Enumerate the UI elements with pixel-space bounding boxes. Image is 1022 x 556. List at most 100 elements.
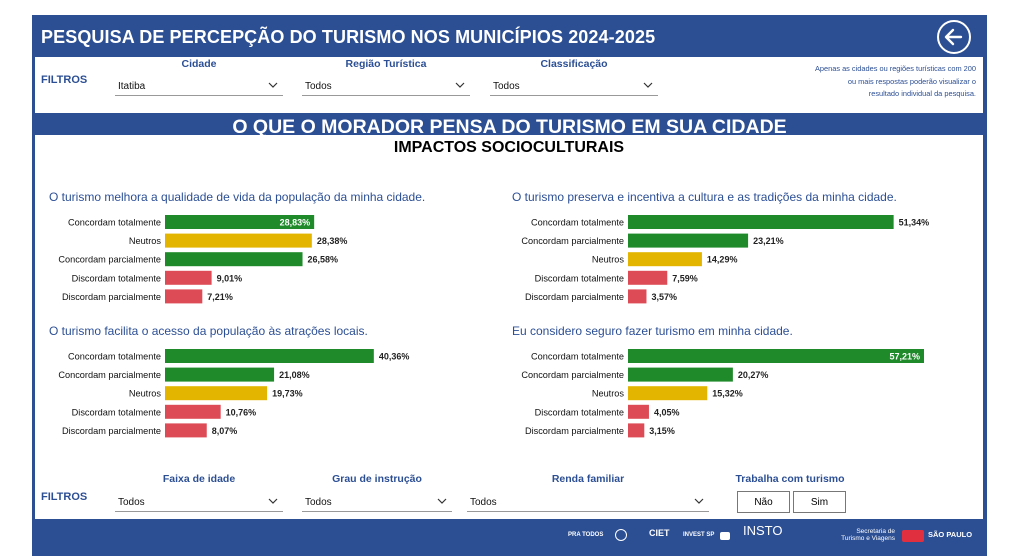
dashboard-frame: PESQUISA DE PERCEPÇÃO DO TURISMO NOS MUN… (32, 15, 987, 556)
trabalha-nao-button[interactable]: Não (737, 491, 790, 513)
data-label: 23,21% (753, 236, 784, 246)
charts-panel: IMPACTOS SOCIOCULTURAIS O turismo melhor… (35, 135, 983, 519)
bar-chart: Concordam totalmente 57,21% Concordam parc… (521, 349, 924, 438)
grau-caption: Grau de instrução (332, 473, 422, 485)
chart-cultura: O turismo preserva e incentiva a cultura… (512, 190, 952, 320)
cidade-value: Itatiba (118, 81, 146, 92)
data-label: 3,15% (649, 426, 675, 436)
note-line: resultado individual da pesquisa. (868, 89, 976, 98)
cidade-caption: Cidade (181, 58, 217, 70)
category-label: Discordam parcialmente (62, 426, 161, 436)
cidade-dropdown[interactable]: Itatiba (115, 77, 283, 96)
regiao-caption: Região Turística (345, 58, 427, 70)
category-label: Discordam parcialmente (62, 292, 161, 302)
section-title: IMPACTOS SOCIOCULTURAIS (393, 139, 625, 156)
data-label: 9,01% (217, 273, 243, 283)
data-label: 28,38% (317, 236, 348, 246)
chevron-down-icon (268, 498, 278, 504)
page-title: PESQUISA DE PERCEPÇÃO DO TURISMO NOS MUN… (41, 27, 656, 47)
chevron-down-icon (437, 498, 447, 504)
filters-label: FILTROS (41, 491, 88, 503)
category-label: Concordam totalmente (531, 218, 624, 228)
bar[interactable] (165, 270, 212, 285)
bar[interactable] (165, 367, 275, 382)
bar[interactable] (628, 367, 733, 382)
data-label: 28,83% (280, 218, 311, 228)
bar[interactable] (628, 233, 749, 248)
pra-todos-logo: PRA TODOS (568, 532, 604, 538)
classificacao-value: Todos (493, 81, 520, 92)
back-button[interactable] (937, 20, 971, 54)
chart-seguranca: Eu considero seguro fazer turismo em min… (512, 324, 952, 454)
note-line: ou mais respostas poderão visualizar o (847, 76, 976, 86)
ciet-logo: CIET (649, 528, 670, 538)
category-label: Discordam totalmente (535, 273, 624, 283)
renda-dropdown[interactable]: Todos (467, 493, 709, 512)
chart-acesso-atracoes: O turismo facilita o acesso da população… (49, 324, 489, 454)
regiao-value: Todos (305, 81, 332, 92)
bar[interactable] (628, 386, 708, 401)
data-label: 21,08% (279, 370, 310, 380)
globe-icon (615, 529, 627, 541)
section-banner: O QUE O MORADOR PENSA DO TURISMO EM SUA … (232, 116, 787, 138)
bar[interactable] (165, 215, 315, 229)
faixa-dropdown[interactable]: Todos (115, 493, 283, 512)
data-label: 14,29% (707, 255, 738, 265)
chart-title: O turismo melhora a qualidade de vida da… (49, 190, 426, 204)
bar[interactable] (628, 404, 649, 419)
bar[interactable] (628, 215, 894, 229)
bar[interactable] (165, 404, 221, 419)
bar[interactable] (165, 233, 312, 248)
chart-title: O turismo preserva e incentiva a cultura… (512, 190, 897, 204)
category-label: Discordam totalmente (535, 407, 624, 417)
faixa-value: Todos (118, 497, 145, 508)
chevron-down-icon (643, 82, 653, 88)
bar[interactable] (165, 252, 303, 267)
category-label: Discordam parcialmente (525, 292, 624, 302)
top-filter-panel: FILTROS Cidade Itatiba Região Turística … (35, 57, 983, 113)
bar[interactable] (628, 270, 668, 285)
bar[interactable] (165, 423, 207, 438)
category-label: Concordam totalmente (68, 218, 161, 228)
trabalha-sim-button[interactable]: Sim (793, 491, 846, 513)
bottom-filter-panel: FILTROS Faixa de idade Todos Grau de ins… (35, 471, 983, 519)
bar[interactable] (628, 423, 645, 438)
classificacao-caption: Classificação (540, 58, 608, 70)
chevron-down-icon (268, 82, 278, 88)
category-label: Discordam totalmente (72, 273, 161, 283)
secretaria-logo: Secretaria de Turismo e Viagens (841, 528, 895, 542)
note-line: Apenas as cidades ou regiões turísticas … (814, 64, 976, 73)
renda-value: Todos (470, 497, 497, 508)
regiao-dropdown[interactable]: Todos (302, 77, 470, 96)
bar[interactable] (628, 289, 647, 304)
bar[interactable] (165, 349, 374, 363)
invest-sp-logo: INVEST SP (683, 532, 715, 538)
chevron-down-icon (455, 82, 465, 88)
bar[interactable] (628, 252, 702, 267)
chart-title: O turismo facilita o acesso da população… (49, 324, 368, 338)
classificacao-dropdown[interactable]: Todos (490, 77, 658, 96)
category-label: Discordam totalmente (72, 407, 161, 417)
category-label: Concordam parcialmente (58, 370, 161, 380)
data-label: 7,59% (672, 273, 698, 283)
bar[interactable] (628, 349, 924, 363)
bar[interactable] (165, 289, 203, 304)
data-label: 10,76% (226, 407, 257, 417)
data-label: 40,36% (379, 352, 410, 362)
filters-label: FILTROS (41, 74, 88, 86)
data-label: 51,34% (899, 218, 930, 228)
trabalha-caption: Trabalha com turismo (735, 473, 845, 485)
sp-flag-icon (902, 530, 924, 542)
category-label: Concordam totalmente (531, 352, 624, 362)
data-label: 3,57% (651, 292, 677, 302)
category-label: Neutros (592, 255, 625, 265)
grau-dropdown[interactable]: Todos (302, 493, 452, 512)
renda-caption: Renda familiar (551, 473, 625, 485)
data-label: 8,07% (212, 426, 238, 436)
data-label: 19,73% (272, 389, 303, 399)
category-label: Concordam parcialmente (58, 255, 161, 265)
category-label: Concordam totalmente (68, 352, 161, 362)
chevron-down-icon (694, 498, 704, 504)
category-label: Neutros (129, 236, 162, 246)
bar[interactable] (165, 386, 268, 401)
